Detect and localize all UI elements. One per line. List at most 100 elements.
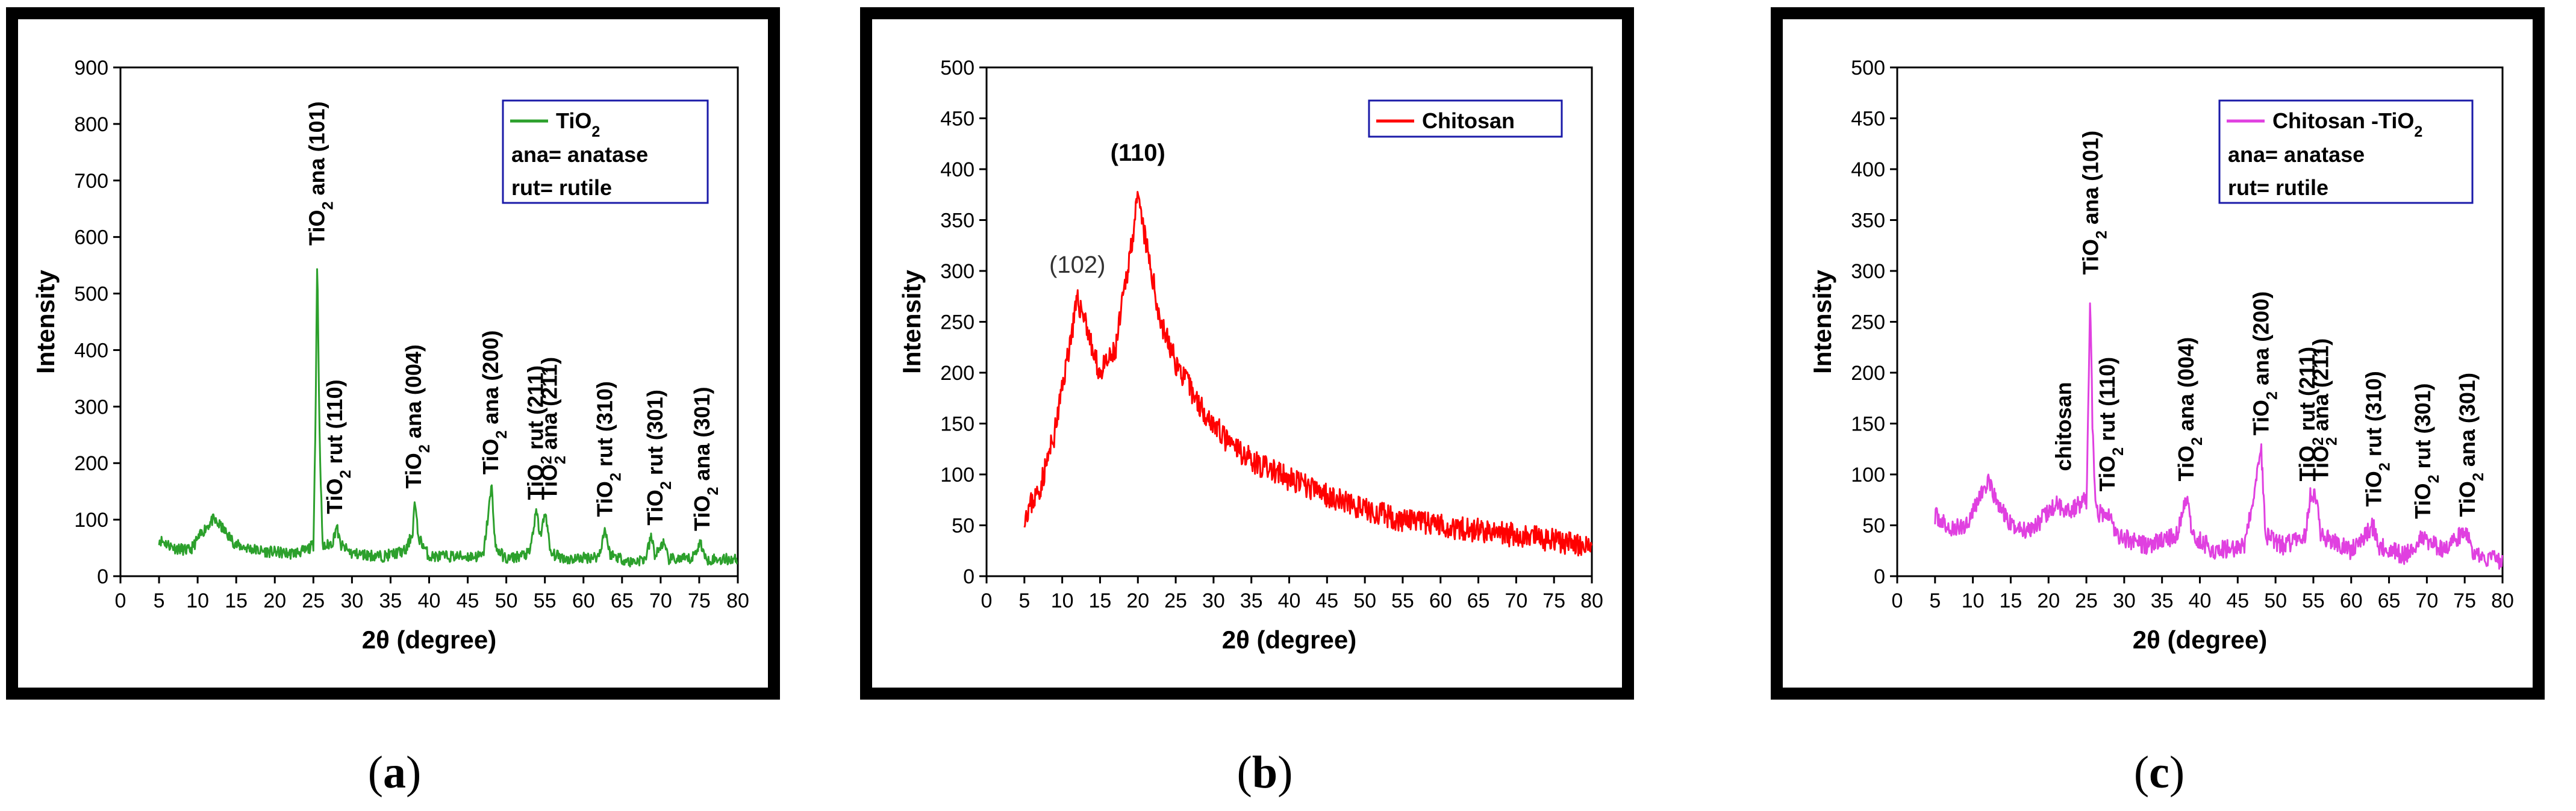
peak-label: TiO2 rut (110)	[2095, 357, 2127, 491]
y-tick-label: 100	[940, 464, 975, 486]
y-tick-label: 250	[1851, 311, 1885, 334]
x-tick-label: 70	[1505, 589, 1527, 612]
y-tick-label: 700	[74, 170, 108, 193]
x-tick-label: 65	[1467, 589, 1490, 612]
chart-tio2: 0 5 10 15 20 25 30 35 40 45 50 55 60 65 70 75 8001002003…	[31, 57, 749, 654]
x-tick-label: 30	[2113, 589, 2136, 612]
legend-label: Chitosan	[1422, 108, 1515, 133]
x-tick-label: 55	[534, 589, 557, 612]
x-tick-label: 35	[1240, 589, 1263, 612]
x-tick-label: 45	[457, 589, 479, 612]
x-tick-label: 5	[1018, 589, 1030, 612]
legend-note: rut= rutile	[2228, 175, 2328, 200]
peak-label: TiO2 rut (301)	[643, 390, 675, 525]
x-tick-label: 25	[1164, 589, 1187, 612]
y-tick-label: 800	[74, 113, 108, 136]
x-tick-label: 0	[1892, 589, 1903, 612]
y-tick-label: 0	[1874, 565, 1885, 588]
y-axis-label: Intensity	[897, 270, 926, 374]
y-tick-label: 150	[940, 413, 975, 436]
peak-label: TiO2 ana (004)	[401, 344, 433, 488]
peak-label: (110)	[1111, 140, 1165, 166]
y-axis-label: Intensity	[1808, 270, 1836, 374]
plot-frame	[985, 66, 1593, 577]
x-tick-label: 60	[1429, 589, 1452, 612]
x-axis-label: 2θ (degree)	[1222, 626, 1356, 654]
peak-label: TiO2 ana (211)	[2309, 338, 2341, 481]
panel-b: 0 5 10 15 20 25 30 35 40 45 50 55 60 65 70 75 80 0 50 100 15…	[860, 7, 1634, 700]
y-tick-label: 100	[1851, 464, 1885, 486]
panel-c: 0 5 10 15 20 25 30 35 40 45 50 55 60 65 70 75 80 0 50 100 15…	[1771, 7, 2545, 700]
y-tick-label: 400	[940, 158, 975, 181]
x-tick-label: 10	[186, 589, 209, 612]
x-axis-label: 2θ (degree)	[2133, 626, 2267, 654]
chart-chitosan: 0 5 10 15 20 25 30 35 40 45 50 55 60 65 70 75 80 0 50 100 15…	[897, 57, 1603, 654]
peak-label: TiO2 ana (211)	[537, 357, 569, 500]
peak-label: TiO2 rut (310)	[2361, 371, 2393, 506]
chart-chitosan-tio2: 0 5 10 15 20 25 30 35 40 45 50 55 60 65 70 75 80 0 50 100 15…	[1808, 57, 2514, 654]
x-tick-label: 55	[1391, 589, 1414, 612]
x-tick-label: 80	[2491, 589, 2514, 612]
x-tick-label: 50	[2264, 589, 2287, 612]
x-tick-label: 40	[418, 589, 441, 612]
y-tick-label: 900	[74, 57, 108, 79]
x-tick-label: 10	[1962, 589, 1985, 612]
x-tick-label: 40	[1278, 589, 1301, 612]
y-tick-label: 450	[1851, 108, 1885, 131]
legend-label: Chitosan -TiO2	[2272, 108, 2422, 140]
peak-label: TiO2 rut (211)	[2295, 347, 2327, 481]
peak-label: TiO2 rut (211)	[523, 365, 555, 500]
legend-note: rut= rutile	[511, 175, 612, 200]
y-tick-label: 200	[940, 362, 975, 385]
x-tick-label: 75	[2453, 589, 2476, 612]
x-tick-label: 65	[611, 589, 634, 612]
legend-box	[2218, 99, 2474, 204]
y-tick-label: 250	[940, 311, 975, 334]
x-tick-label: 5	[154, 589, 165, 612]
peak-label: (102)	[1049, 252, 1105, 278]
x-tick-label: 25	[302, 589, 325, 612]
series-line	[1934, 302, 2503, 570]
x-tick-label: 30	[340, 589, 363, 612]
y-tick-label: 400	[74, 339, 108, 362]
x-tick-label: 20	[1126, 589, 1149, 612]
x-tick-label: 75	[688, 589, 711, 612]
x-tick-label: 5	[1929, 589, 1941, 612]
x-tick-label: 0	[115, 589, 126, 612]
caption-b: (b)	[1237, 747, 1293, 798]
x-tick-label: 35	[2151, 589, 2174, 612]
x-tick-label: 10	[1051, 589, 1074, 612]
y-tick-label: 600	[74, 226, 108, 249]
x-tick-label: 55	[2302, 589, 2325, 612]
y-tick-label: 50	[1862, 515, 1885, 538]
peak-label: TiO2 rut (301)	[2410, 383, 2442, 518]
x-tick-label: 70	[649, 589, 672, 612]
y-tick-label: 350	[940, 210, 975, 232]
x-tick-label: 75	[1542, 589, 1565, 612]
x-tick-label: 60	[2340, 589, 2363, 612]
x-tick-label: 45	[2226, 589, 2249, 612]
y-tick-label: 350	[1851, 210, 1885, 232]
y-axis-label: Intensity	[31, 270, 60, 374]
y-tick-label: 300	[1851, 260, 1885, 283]
y-tick-label: 500	[74, 283, 108, 306]
legend-label: TiO2	[556, 108, 600, 140]
x-tick-label: 80	[1580, 589, 1603, 612]
peak-label: TiO2 ana (301)	[690, 387, 722, 531]
caption-a: (a)	[367, 747, 422, 798]
series-line	[1023, 191, 1592, 557]
x-tick-label: 65	[2378, 589, 2401, 612]
y-tick-label: 50	[952, 515, 975, 538]
legend-box	[502, 99, 709, 204]
x-tick-label: 35	[379, 589, 402, 612]
peak-label: TiO2 rut (310)	[593, 381, 625, 517]
y-tick-label: 200	[1851, 362, 1885, 385]
x-tick-label: 15	[2000, 589, 2022, 612]
peak-label: TiO2 ana (101)	[2079, 131, 2110, 275]
peak-label: TiO2 rut (110)	[322, 379, 354, 514]
x-tick-label: 15	[225, 589, 248, 612]
y-tick-label: 0	[97, 565, 108, 588]
panel-a: 0 5 10 15 20 25 30 35 40 45 50 55 60 65 70 75 80 0 100 200 3…	[6, 7, 780, 700]
x-tick-label: 50	[1353, 589, 1376, 612]
caption-c: (c)	[2133, 747, 2185, 798]
